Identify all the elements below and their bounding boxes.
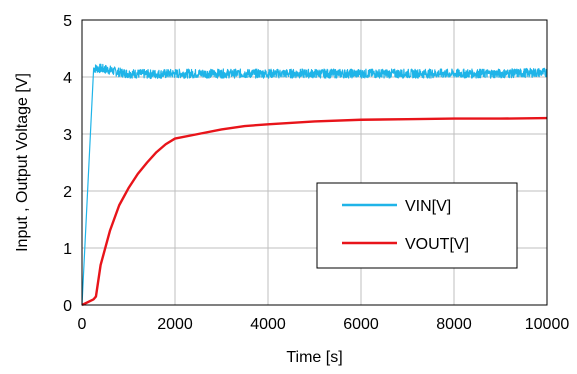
y-tick-label: 4 [63,70,72,87]
series-layer [81,63,548,307]
legend: VIN[V] VOUT[V] [316,182,518,269]
y-axis-title: Input , Output Voltage [V] [14,73,31,252]
series-line-1 [81,63,548,306]
grid [82,20,547,305]
x-tick-label: 10000 [525,316,570,333]
y-tick-label: 0 [63,298,72,315]
x-tick-label: 0 [78,316,87,333]
x-tick-label: 4000 [250,316,286,333]
legend-box [316,182,518,269]
y-tick-label: 1 [63,241,72,258]
y-tick-label: 5 [63,13,72,30]
x-tick-label: 2000 [157,316,193,333]
tick-labels: 0 2000 4000 6000 8000 10000 0 1 2 3 4 5 [63,13,569,333]
y-tick-label: 3 [63,127,72,144]
legend-label: VOUT[V] [405,236,469,253]
plot-frame [81,19,548,306]
series-line-2 [81,116,548,307]
legend-label: VIN[V] [405,198,451,215]
y-tick-label: 2 [63,184,72,201]
x-tick-label: 6000 [343,316,379,333]
x-axis-title: Time [s] [286,349,342,366]
x-tick-label: 8000 [436,316,472,333]
